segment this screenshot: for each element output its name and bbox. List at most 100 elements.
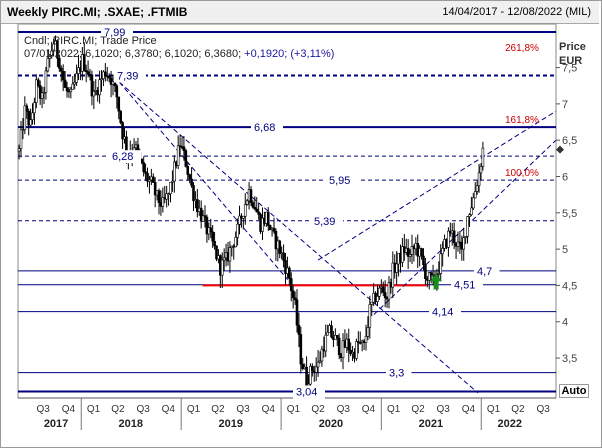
candle-body xyxy=(29,119,32,126)
candle-body xyxy=(165,193,168,200)
y-tick-label: 6 xyxy=(562,172,568,184)
candle-body xyxy=(203,215,207,218)
candle-body xyxy=(410,246,414,255)
fib-label-261: 261,8% xyxy=(505,43,539,54)
candle-body xyxy=(309,365,312,385)
candle-body xyxy=(456,241,460,247)
candle-body xyxy=(201,215,205,222)
level-label: 3,04 xyxy=(296,386,317,398)
candle-body xyxy=(441,248,444,255)
candle-body xyxy=(479,166,483,174)
candle-body xyxy=(167,193,170,196)
chart-grid: 3,5 4 4,5 5 5,5 6 6,5 7 7,5 Q3 Q4 Q1 Q2 Q3 Q4 Q1 Q2 Q3 Q4 Q… xyxy=(17,23,577,430)
candle-body xyxy=(261,217,264,232)
candle-body xyxy=(31,112,34,121)
level-label: 4,7 xyxy=(477,266,492,278)
candle-body xyxy=(422,255,425,266)
auto-scale-button[interactable]: Auto xyxy=(559,384,589,398)
x-quarter-label: Q2 xyxy=(211,404,225,415)
level-label-bg xyxy=(311,214,343,228)
candle-body xyxy=(475,185,479,192)
level-label: 5,95 xyxy=(329,175,350,187)
level-label-bg xyxy=(293,385,325,399)
level-label: 6,68 xyxy=(254,122,275,134)
candle-body xyxy=(268,225,272,231)
x-quarter-label: Q3 xyxy=(236,404,250,415)
y-tick-label: 7 xyxy=(562,99,568,111)
candle-body xyxy=(161,197,165,207)
candle-body xyxy=(257,211,260,215)
candle-body xyxy=(115,85,119,98)
x-quarter-label: Q1 xyxy=(387,404,401,415)
candle-body xyxy=(470,207,473,216)
candle-body xyxy=(383,292,387,299)
candle-body xyxy=(100,78,103,81)
level-label-bg xyxy=(326,174,358,188)
candle-body xyxy=(188,174,191,180)
candle-body xyxy=(153,182,157,196)
candle-body xyxy=(364,336,368,343)
candle-body xyxy=(199,207,203,222)
candle-body xyxy=(151,176,155,183)
up-arrow-icon xyxy=(430,273,443,290)
candle-body xyxy=(73,81,76,85)
candle-body xyxy=(337,337,341,356)
x-year-label: 2021 xyxy=(419,418,443,430)
candle-body xyxy=(242,215,245,219)
candle-body xyxy=(119,110,122,123)
candle-body xyxy=(420,248,423,257)
candle-body xyxy=(245,200,249,205)
candle-body xyxy=(220,259,224,276)
candle-body xyxy=(48,54,52,59)
candle-body xyxy=(452,230,456,244)
level-label-bg xyxy=(386,366,412,380)
candle-body xyxy=(349,349,352,355)
candle-body xyxy=(148,179,151,182)
x-quarter-label: Q2 xyxy=(111,404,125,415)
candle-body xyxy=(347,338,351,351)
candle-body xyxy=(33,102,36,114)
candle-body xyxy=(178,145,182,148)
candle-body xyxy=(90,74,94,97)
candle-body xyxy=(429,272,433,276)
legend-change: +0,1920; (+3,11%) xyxy=(244,48,334,60)
candle-body xyxy=(69,89,73,92)
level-label-bg xyxy=(451,278,483,292)
candle-body xyxy=(40,92,44,99)
candle-body xyxy=(249,189,253,203)
y-tick-label: 5 xyxy=(562,244,568,256)
candle-body xyxy=(21,129,25,131)
candle-body xyxy=(274,230,278,250)
candle-body xyxy=(169,181,172,195)
candle-body xyxy=(406,247,410,257)
trendline xyxy=(118,81,479,394)
candle-body xyxy=(25,105,29,112)
trendline xyxy=(373,139,557,315)
candle-body xyxy=(266,211,270,226)
candle-body xyxy=(117,96,121,112)
y-tick-label: 7,5 xyxy=(562,63,577,75)
candle-body xyxy=(305,366,308,386)
x-quarter-label: Q2 xyxy=(411,404,425,415)
candle-body xyxy=(326,332,329,336)
horizontal-levels xyxy=(18,30,556,393)
candle-body xyxy=(366,327,370,337)
candle-body xyxy=(284,260,287,274)
x-quarter-label: Q1 xyxy=(487,404,501,415)
candle-body xyxy=(293,297,297,301)
candle-body xyxy=(144,171,147,174)
candle-body xyxy=(320,348,324,362)
candle-body xyxy=(19,129,23,149)
level-label-bg xyxy=(101,25,133,39)
axis-unit-price: Price xyxy=(559,41,586,53)
candle-body xyxy=(299,334,303,365)
candle-body xyxy=(391,262,395,288)
x-quarter-label: Q4 xyxy=(362,404,376,415)
candle-body xyxy=(71,83,75,90)
candlesticks xyxy=(17,35,485,397)
candle-body xyxy=(253,206,257,210)
y-tick-label: 6,5 xyxy=(562,135,577,147)
candle-body xyxy=(236,223,239,238)
candle-body xyxy=(462,237,466,250)
